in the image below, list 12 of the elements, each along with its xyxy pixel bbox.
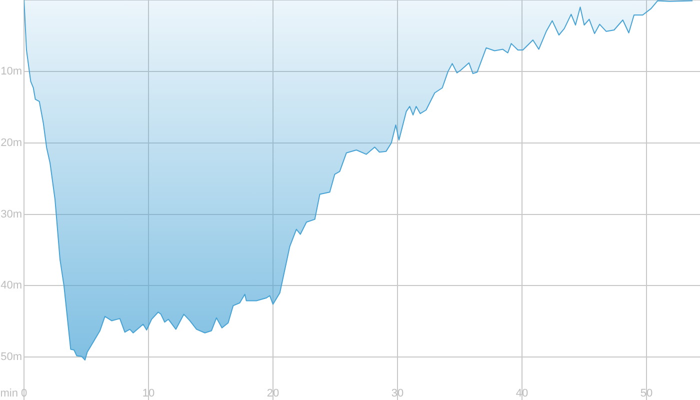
x-tick-label: 40 <box>516 388 528 400</box>
y-tick-label: 30m <box>0 208 22 220</box>
x-tick-label: 20 <box>266 388 280 400</box>
x-axis-title: min <box>0 388 18 400</box>
x-tick-label: 30 <box>391 388 404 400</box>
y-tick-label: 20m <box>0 136 22 149</box>
x-tick-label: 0 <box>20 388 28 400</box>
y-tick-label: 10m <box>0 65 22 78</box>
x-tick-label: 10 <box>142 388 155 400</box>
x-tick-label: 50 <box>640 388 653 400</box>
y-tick-label: 50m <box>0 351 22 364</box>
y-tick-label: 40m <box>0 280 22 292</box>
